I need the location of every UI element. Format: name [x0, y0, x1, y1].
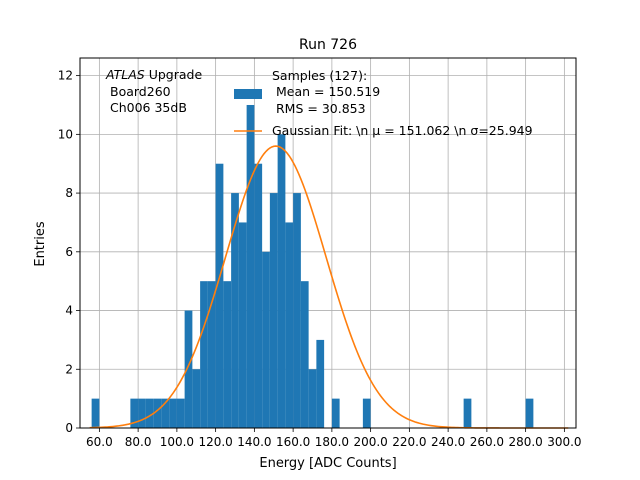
annotation-line-1: ATLAS Upgrade	[105, 67, 202, 82]
histogram-bar	[184, 310, 193, 428]
legend-histogram-line-2: Mean = 150.519	[276, 84, 380, 99]
histogram-bar	[246, 104, 255, 428]
x-tick-label: 260.0	[470, 435, 504, 449]
histogram-bar	[153, 398, 162, 428]
x-tick-label: 180.0	[315, 435, 349, 449]
annotation-line-2: Board260	[110, 84, 171, 99]
plot-frame	[79, 57, 577, 429]
histogram-bar	[231, 193, 239, 428]
y-tick-label: 2	[65, 362, 73, 376]
grid-layer	[80, 58, 576, 429]
histogram-bar	[316, 339, 325, 428]
y-tick-label: 4	[65, 304, 73, 318]
histogram-bar	[223, 281, 232, 428]
annotation-upgrade: Upgrade	[145, 67, 203, 82]
histogram-bar	[362, 398, 371, 428]
histogram-bar	[176, 398, 185, 428]
histogram-bar	[145, 398, 154, 428]
legend: Samples (127): Mean = 150.519 RMS = 30.8…	[234, 68, 533, 138]
histogram-bar	[215, 163, 224, 428]
x-tick-label: 220.0	[392, 435, 426, 449]
histogram-bar	[169, 398, 177, 428]
y-tick-label: 12	[58, 69, 73, 83]
x-tick-label: 80.0	[125, 435, 152, 449]
x-tick-label: 200.0	[353, 435, 387, 449]
x-tick-label: 240.0	[431, 435, 465, 449]
histogram-bar	[161, 398, 170, 428]
x-axis-label: Energy [ADC Counts]	[259, 456, 396, 471]
chart-title: Run 726	[299, 37, 357, 53]
x-tick-label: 100.0	[160, 435, 194, 449]
x-tick-label: 280.0	[508, 435, 542, 449]
y-tick-label: 0	[65, 421, 73, 435]
x-tick-label: 140.0	[237, 435, 271, 449]
histogram-bar	[207, 281, 216, 428]
histogram-bar	[269, 193, 278, 428]
histogram-bar	[91, 398, 100, 428]
annotation-line-3: Ch006 35dB	[110, 100, 187, 115]
histogram-bar	[138, 398, 146, 428]
legend-histogram-line-3: RMS = 30.853	[276, 101, 366, 116]
annotation-atlas: ATLAS	[105, 67, 145, 82]
histogram-bar	[277, 134, 286, 428]
histogram-bar	[525, 398, 534, 428]
y-tick-label: 8	[65, 186, 73, 200]
ticks-layer: 60.0 80.0 100.0 120.0 140.0 160.0 180.0 200.0 22…	[58, 69, 582, 449]
histogram-bar	[285, 222, 294, 428]
x-tick-label: 300.0	[547, 435, 581, 449]
y-tick-label: 10	[58, 127, 73, 141]
histogram-bar	[331, 398, 340, 428]
histogram-bar	[262, 251, 270, 428]
histogram-bar	[300, 281, 309, 428]
y-tick-label: 6	[65, 245, 73, 259]
legend-fit-label: Gaussian Fit: \n μ = 151.062 \n σ=25.949	[272, 123, 533, 138]
annotation-box: ATLAS Upgrade Board260 Ch006 35dB	[105, 67, 202, 115]
histogram-bar	[238, 222, 247, 428]
histogram-bar	[254, 163, 263, 428]
histogram-bar	[293, 193, 301, 428]
histogram-bar	[200, 281, 208, 428]
histogram-bar	[130, 398, 139, 428]
bars-layer	[91, 104, 534, 428]
histogram-bar	[308, 369, 317, 428]
legend-histogram-line-1: Samples (127):	[272, 68, 367, 83]
x-tick-label: 60.0	[86, 435, 113, 449]
y-axis-label: Entries	[33, 221, 48, 267]
histogram-bar	[192, 369, 201, 428]
x-tick-label: 120.0	[198, 435, 232, 449]
x-tick-label: 160.0	[276, 435, 310, 449]
histogram-bar	[463, 398, 472, 428]
legend-histogram-swatch	[234, 89, 262, 99]
